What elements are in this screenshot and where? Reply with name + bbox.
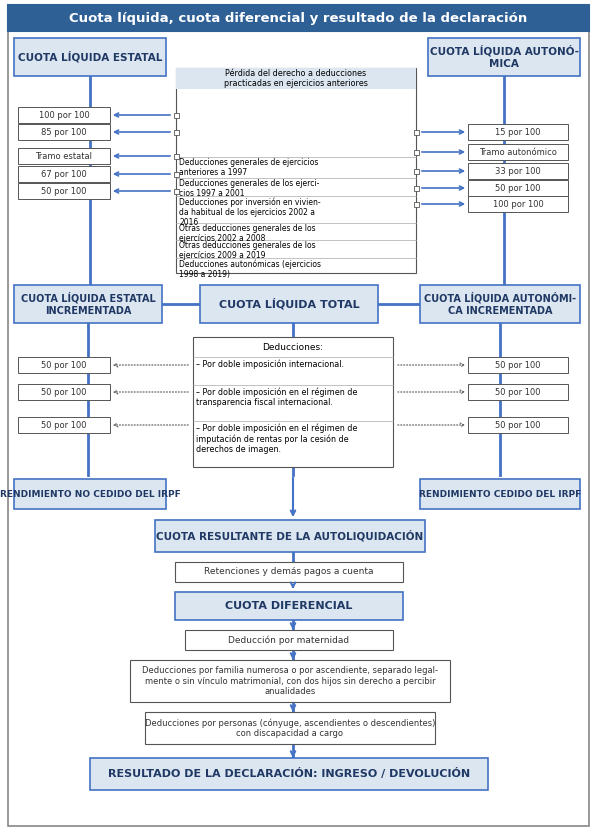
Text: 100 por 100: 100 por 100 <box>493 199 543 208</box>
Text: Otras deducciones generales de los
ejercícios 2002 a 2008: Otras deducciones generales de los ejerc… <box>179 224 316 243</box>
Text: Deducción por maternidad: Deducción por maternidad <box>229 636 350 645</box>
Text: CUOTA LÍQUIDA ESTATAL
INCREMENTADA: CUOTA LÍQUIDA ESTATAL INCREMENTADA <box>21 292 155 316</box>
Text: Pérdida del derecho a deducciones
practicadas en ejercicios anteriores: Pérdida del derecho a deducciones practi… <box>224 69 368 88</box>
Text: 50 por 100: 50 por 100 <box>496 421 541 430</box>
Bar <box>174 172 179 177</box>
Text: Deducciones por inversión en vivien-
da habitual de los ejercicios 2002 a
2016: Deducciones por inversión en vivien- da … <box>179 197 321 227</box>
Bar <box>193 337 393 467</box>
Text: Tramo estatal: Tramo estatal <box>35 152 93 161</box>
Text: RENDIMIENTO CEDIDO DEL IRPF: RENDIMIENTO CEDIDO DEL IRPF <box>419 490 581 498</box>
Text: Deducciones por familia numerosa o por ascendiente, separado legal-
mente o sin : Deducciones por familia numerosa o por a… <box>142 666 438 696</box>
Text: Otras deducciones generales de los
ejercícios 2009 a 2019: Otras deducciones generales de los ejerc… <box>179 241 316 261</box>
Text: 85 por 100: 85 por 100 <box>41 127 87 137</box>
Bar <box>14 479 166 509</box>
Text: Tramo autonómico: Tramo autonómico <box>479 147 557 157</box>
Bar <box>18 148 110 164</box>
Text: CUOTA LÍQUIDA AUTONÓMI-
CA INCREMENTADA: CUOTA LÍQUIDA AUTONÓMI- CA INCREMENTADA <box>424 292 576 316</box>
Text: CUOTA RESULTANTE DE LA AUTOLIQUIDACIÓN: CUOTA RESULTANTE DE LA AUTOLIQUIDACIÓN <box>156 531 424 541</box>
Bar <box>14 285 162 323</box>
Text: Deducciones autonómicas (ejercicios
1998 a 2019): Deducciones autonómicas (ejercicios 1998… <box>179 259 321 279</box>
Bar <box>18 107 110 123</box>
Text: 33 por 100: 33 por 100 <box>495 167 541 176</box>
Text: Deducciones:: Deducciones: <box>263 342 324 352</box>
Bar <box>90 758 488 790</box>
Bar <box>175 592 403 620</box>
Bar <box>468 144 568 160</box>
Bar <box>18 183 110 199</box>
Bar <box>176 68 416 273</box>
Bar <box>8 5 589 31</box>
Text: – Por doble imposición en el régimen de
imputación de rentas por la cesión de
de: – Por doble imposición en el régimen de … <box>196 423 358 454</box>
Text: CUOTA LÍQUIDA AUTONÓ-
MICA: CUOTA LÍQUIDA AUTONÓ- MICA <box>429 46 578 68</box>
Bar <box>420 285 580 323</box>
Text: 50 por 100: 50 por 100 <box>496 387 541 397</box>
Text: 50 por 100: 50 por 100 <box>41 361 87 370</box>
Bar <box>175 562 403 582</box>
Bar <box>468 163 568 179</box>
Bar <box>174 188 179 193</box>
Text: RENDIMIENTO NO CEDIDO DEL IRPF: RENDIMIENTO NO CEDIDO DEL IRPF <box>0 490 180 498</box>
Text: Deducciones generales de los ejerci-
cios 1997 a 2001: Deducciones generales de los ejerci- cio… <box>179 179 319 198</box>
Bar <box>18 384 110 400</box>
Text: 67 por 100: 67 por 100 <box>41 169 87 178</box>
Bar <box>14 38 166 76</box>
Text: CUOTA DIFERENCIAL: CUOTA DIFERENCIAL <box>225 601 353 611</box>
Bar <box>18 417 110 433</box>
Bar <box>174 129 179 134</box>
Text: 50 por 100: 50 por 100 <box>496 183 541 192</box>
Bar <box>176 68 416 89</box>
Bar <box>414 149 418 154</box>
Bar <box>185 630 393 650</box>
Bar <box>18 124 110 140</box>
Bar <box>468 357 568 373</box>
Bar <box>130 660 450 702</box>
Text: 100 por 100: 100 por 100 <box>39 111 90 119</box>
Bar <box>414 186 418 191</box>
Bar <box>428 38 580 76</box>
Bar <box>468 180 568 196</box>
Text: Deducciones generales de ejercicios
anteriores a 1997: Deducciones generales de ejercicios ante… <box>179 158 318 177</box>
Text: Cuota líquida, cuota diferencial y resultado de la declaración: Cuota líquida, cuota diferencial y resul… <box>69 12 528 24</box>
Text: Deducciones por personas (cónyuge, ascendientes o descendientes)
con discapacida: Deducciones por personas (cónyuge, ascen… <box>145 718 435 738</box>
Text: RESULTADO DE LA DECLARACIÓN: INGRESO / DEVOLUCIÓN: RESULTADO DE LA DECLARACIÓN: INGRESO / D… <box>108 769 470 780</box>
Bar <box>414 202 418 207</box>
Bar <box>468 124 568 140</box>
Text: 15 por 100: 15 por 100 <box>496 127 541 137</box>
Bar <box>145 712 435 744</box>
Bar <box>18 357 110 373</box>
Text: 50 por 100: 50 por 100 <box>41 387 87 397</box>
Text: CUOTA LÍQUIDA TOTAL: CUOTA LÍQUIDA TOTAL <box>219 298 359 310</box>
Bar <box>468 384 568 400</box>
Bar <box>18 166 110 182</box>
Bar <box>468 196 568 212</box>
Bar <box>420 479 580 509</box>
Text: – Por doble imposición en el régimen de
transparencia fiscal internacional.: – Por doble imposición en el régimen de … <box>196 387 358 407</box>
Bar <box>200 285 378 323</box>
Bar <box>468 417 568 433</box>
Text: Retenciones y demás pagos a cuenta: Retenciones y demás pagos a cuenta <box>204 567 374 576</box>
Bar <box>174 112 179 117</box>
Text: CUOTA LÍQUIDA ESTATAL: CUOTA LÍQUIDA ESTATAL <box>18 52 162 62</box>
Text: 50 por 100: 50 por 100 <box>496 361 541 370</box>
Text: – Por doble imposición internacional.: – Por doble imposición internacional. <box>196 359 344 368</box>
Bar <box>174 153 179 158</box>
Text: 50 por 100: 50 por 100 <box>41 421 87 430</box>
Bar <box>414 129 418 134</box>
Text: 50 por 100: 50 por 100 <box>41 187 87 196</box>
Bar <box>155 520 425 552</box>
Bar <box>414 168 418 173</box>
